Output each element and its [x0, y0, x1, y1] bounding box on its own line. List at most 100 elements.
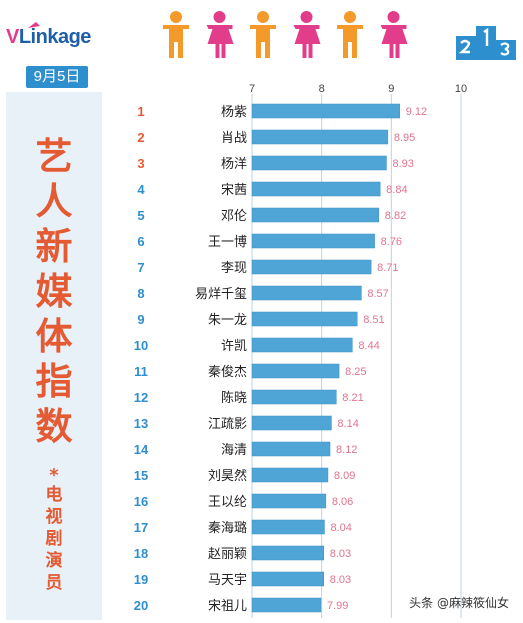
logo-check-icon: [28, 22, 40, 28]
bar: [251, 415, 332, 431]
bar: [251, 571, 325, 587]
side-title-panel: 艺人新媒体指数 * 电视剧演员: [6, 92, 102, 620]
rank-label: 15: [134, 468, 148, 483]
people-icons: [163, 11, 408, 58]
rank-label: 6: [137, 234, 144, 249]
bar: [251, 207, 380, 223]
rank-label: 13: [134, 416, 148, 431]
data-label: 9.12: [406, 106, 427, 118]
subtitle-char: 剧: [45, 529, 63, 549]
bar: [251, 129, 389, 145]
data-label: 8.44: [358, 340, 379, 352]
bar: [251, 311, 358, 327]
data-label: 8.09: [334, 470, 355, 482]
title-char: 人: [35, 180, 73, 223]
vertical-title: 艺人新媒体指数: [6, 134, 102, 449]
data-label: 8.14: [337, 418, 358, 430]
data-label: 8.95: [394, 132, 415, 144]
title-char: 媒: [35, 270, 73, 313]
data-label: 8.03: [330, 574, 351, 586]
rank-label: 20: [134, 598, 148, 613]
rank-label: 17: [134, 520, 148, 535]
data-label: 8.71: [377, 262, 398, 274]
rank-label: 11: [134, 364, 148, 379]
category-label: 杨洋: [221, 157, 247, 172]
data-label: 8.84: [386, 184, 407, 196]
rank-label: 16: [134, 494, 148, 509]
woman-icon: [206, 11, 234, 58]
x-tick-label: 8: [319, 83, 325, 95]
rank-label: 1: [137, 104, 144, 119]
x-tick-label: 9: [388, 83, 394, 95]
logo-v: V: [6, 26, 19, 48]
data-label: 8.93: [392, 158, 413, 170]
data-label: 8.04: [330, 522, 351, 534]
bar-chart: 7 8 9 10 9.12 杨紫 1 8.95 肖战 2 8.93 杨洋 3 8.84 宋茜 4 8.82 邓伦 5…: [134, 83, 467, 618]
category-label: 易烊千玺: [195, 287, 247, 302]
data-label: 7.99: [327, 600, 348, 612]
man-icon: [250, 11, 276, 58]
category-label: 马天宇: [208, 573, 247, 588]
bar: [251, 337, 353, 353]
category-label: 李现: [221, 261, 247, 276]
rank-label: 19: [134, 572, 148, 587]
subtitle-char: 电: [45, 485, 63, 505]
podium-numerals: [458, 27, 510, 56]
bar: [251, 441, 331, 457]
title-char: 指: [35, 360, 73, 403]
category-label: 邓伦: [221, 209, 247, 224]
bar: [251, 103, 400, 119]
bar: [251, 363, 340, 379]
rank-label: 12: [134, 390, 148, 405]
category-label: 王一博: [208, 235, 247, 250]
rank-label: 3: [137, 156, 144, 171]
date-badge: 9月5日: [26, 66, 88, 88]
category-label: 江疏影: [208, 417, 247, 432]
vertical-subtitle: 电视剧演员: [6, 484, 102, 594]
rank-label: 14: [134, 442, 149, 457]
data-label: 8.06: [332, 496, 353, 508]
bar: [251, 233, 375, 249]
data-label: 8.25: [345, 366, 366, 378]
rank-label: 8: [137, 286, 144, 301]
category-label: 杨紫: [221, 105, 247, 120]
man-icon: [163, 11, 189, 58]
data-label: 8.76: [381, 236, 402, 248]
watermark: 头条 @麻辣筱仙女: [409, 596, 509, 610]
category-label: 陈晓: [221, 390, 247, 406]
category-label: 王以纶: [208, 495, 247, 510]
man-icon: [337, 11, 363, 58]
bar: [251, 493, 327, 509]
category-label: 刘昊然: [208, 468, 247, 484]
data-label: 8.03: [330, 548, 351, 560]
data-label: 8.12: [336, 444, 357, 456]
x-tick-label: 10: [455, 83, 467, 95]
rank-label: 10: [134, 338, 148, 353]
subtitle-char: 演: [45, 551, 63, 571]
category-label: 许凯: [221, 339, 247, 354]
data-label: 8.57: [367, 288, 388, 300]
rank-label: 4: [137, 182, 145, 197]
bar: [251, 545, 325, 561]
bar: [251, 597, 322, 613]
category-label: 海清: [221, 443, 247, 458]
rank-label: 18: [134, 546, 148, 561]
bar: [251, 467, 329, 483]
title-char: 体: [35, 315, 73, 358]
subtitle-char: 视: [45, 507, 63, 527]
category-label: 宋祖儿: [208, 599, 247, 614]
rank-label: 9: [137, 312, 144, 327]
bar: [251, 389, 337, 405]
category-label: 肖战: [221, 131, 247, 146]
category-label: 宋茜: [221, 183, 247, 198]
bar: [251, 259, 372, 275]
data-label: 8.21: [342, 392, 363, 404]
logo-rest: Linkage: [18, 26, 92, 48]
x-tick-label: 7: [249, 83, 255, 95]
bar: [251, 155, 387, 171]
woman-icon: [380, 11, 408, 58]
bar: [251, 181, 381, 197]
title-char: 新: [35, 225, 73, 268]
woman-icon: [293, 11, 321, 58]
rank-label: 2: [137, 130, 144, 145]
